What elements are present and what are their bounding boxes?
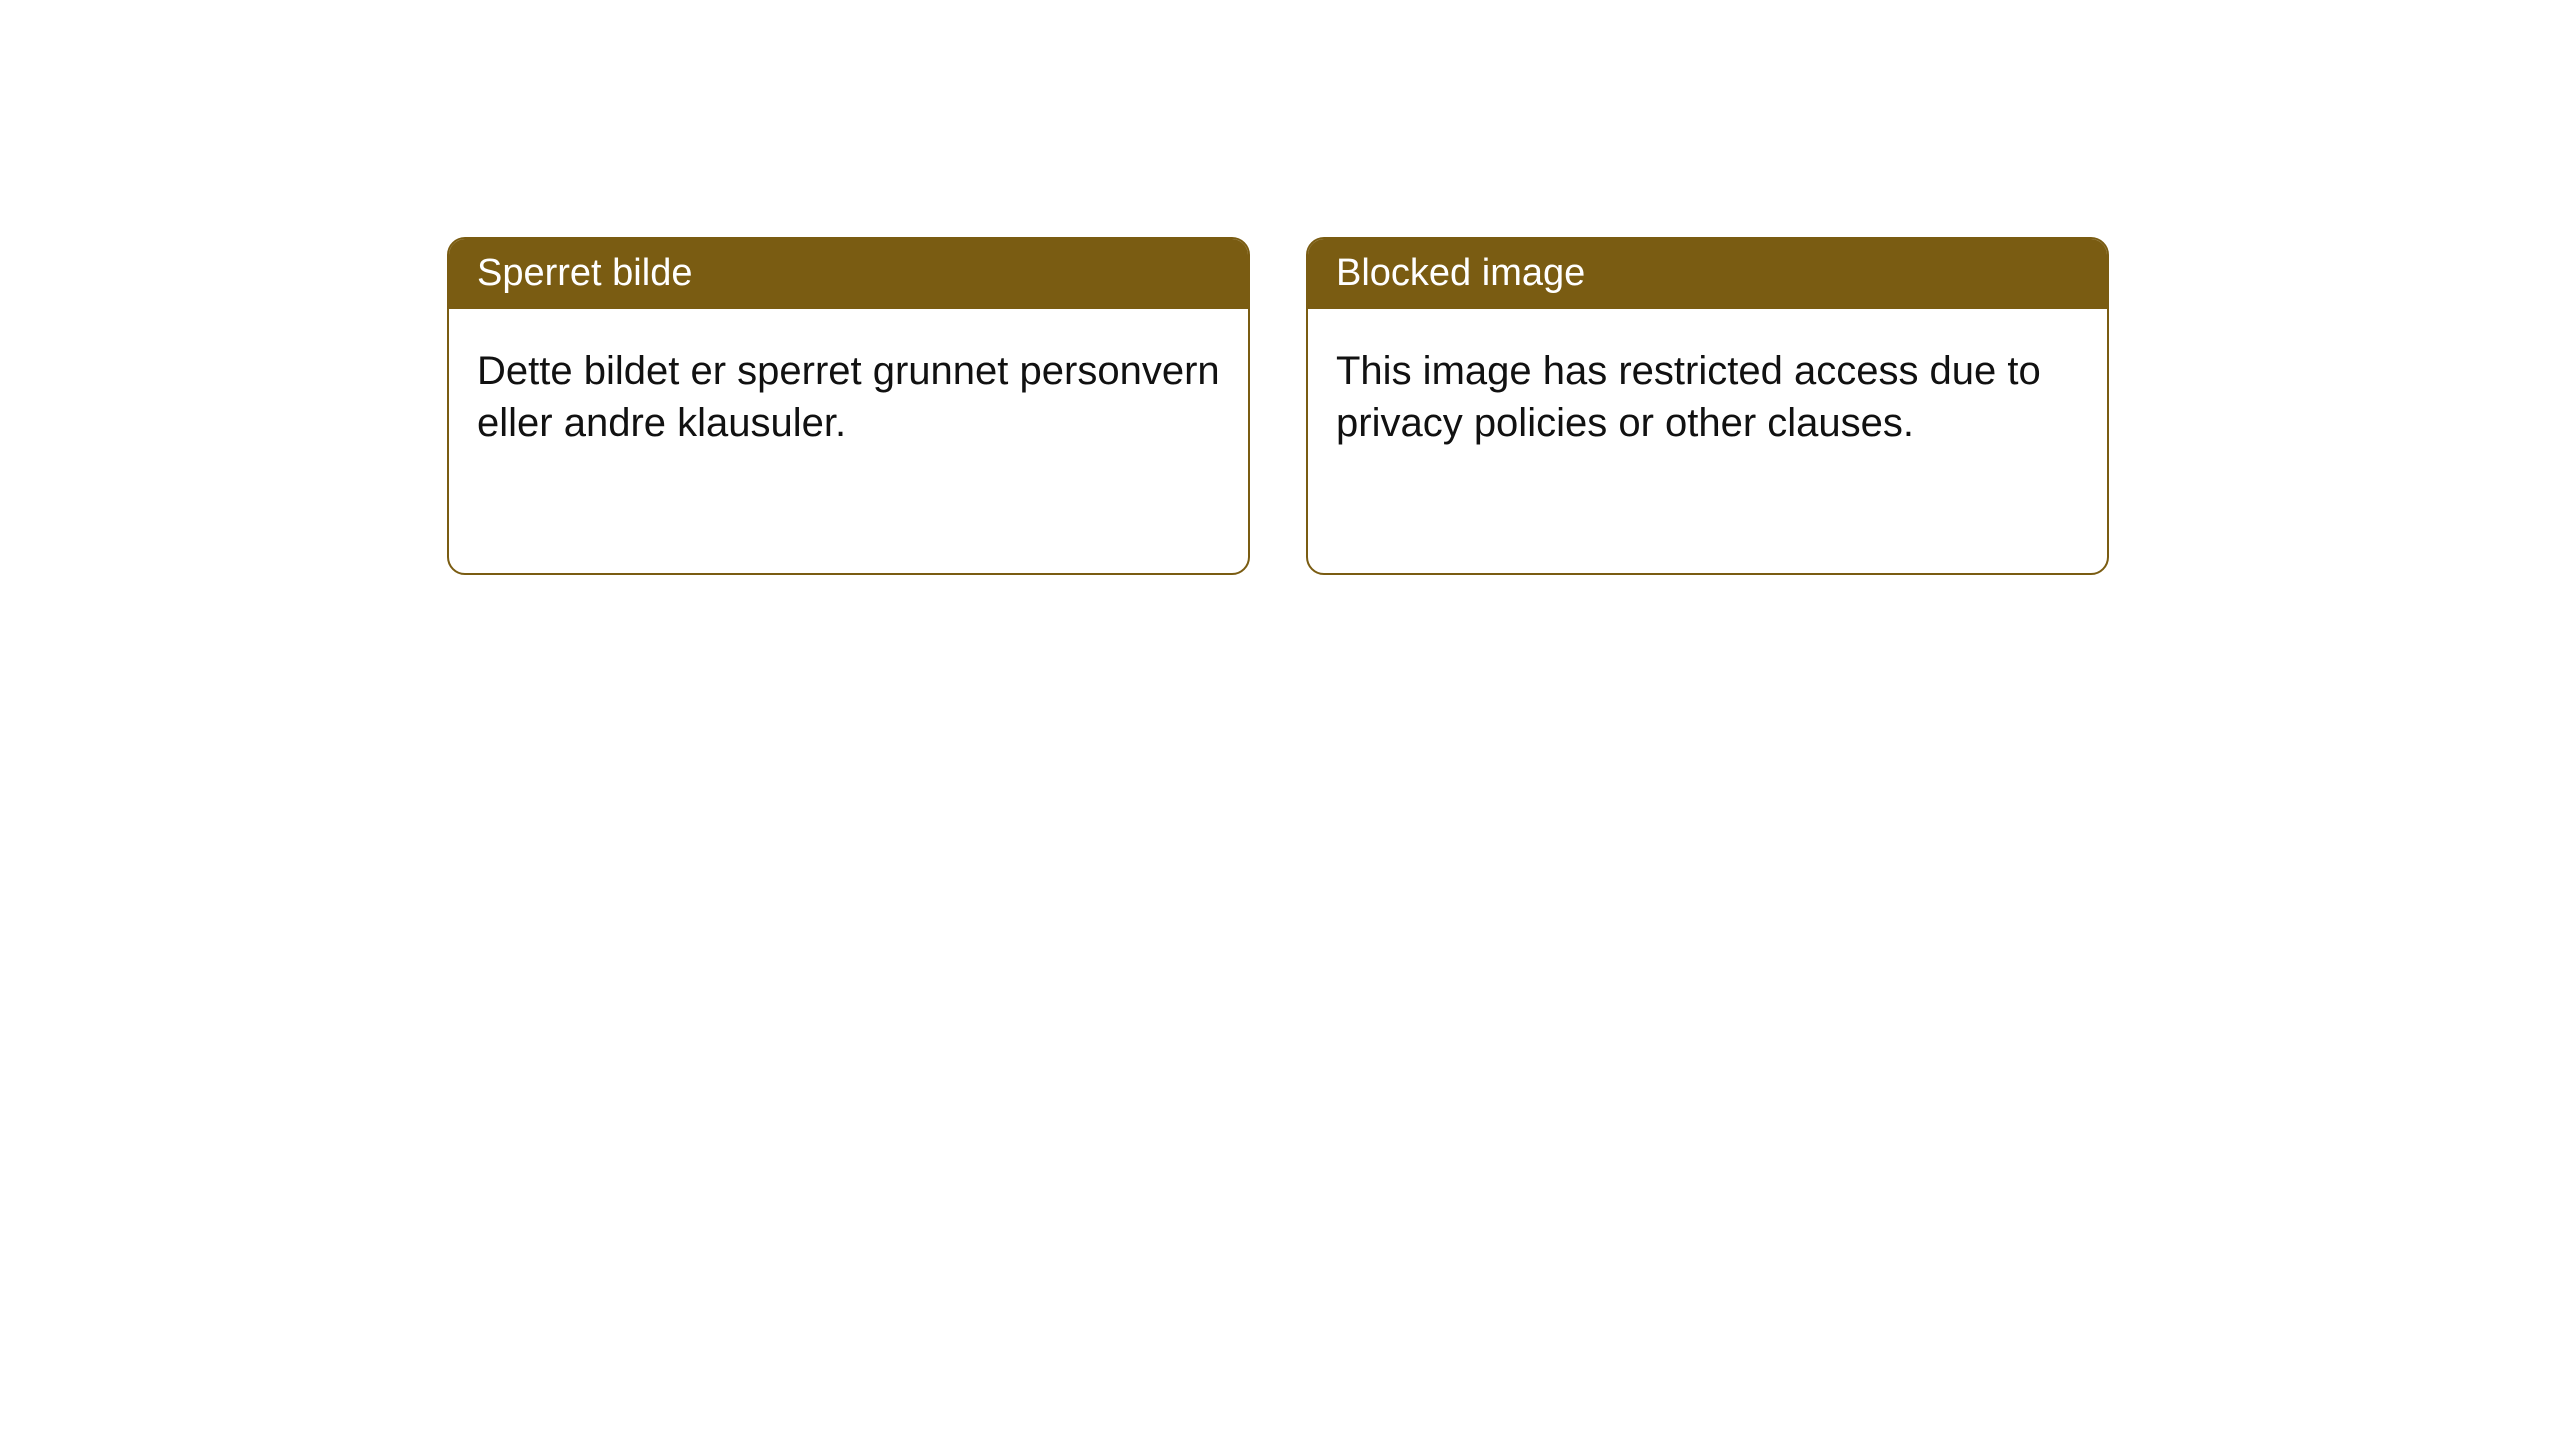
notice-text-english: This image has restricted access due to … bbox=[1336, 349, 2041, 446]
notice-box-english: Blocked image This image has restricted … bbox=[1306, 237, 2109, 575]
notice-header-norwegian: Sperret bilde bbox=[449, 239, 1248, 309]
notice-body-english: This image has restricted access due to … bbox=[1308, 309, 2107, 487]
notice-container: Sperret bilde Dette bildet er sperret gr… bbox=[447, 237, 2109, 575]
notice-box-norwegian: Sperret bilde Dette bildet er sperret gr… bbox=[447, 237, 1250, 575]
notice-title-english: Blocked image bbox=[1336, 252, 1585, 294]
notice-body-norwegian: Dette bildet er sperret grunnet personve… bbox=[449, 309, 1248, 487]
notice-text-norwegian: Dette bildet er sperret grunnet personve… bbox=[477, 349, 1220, 446]
notice-header-english: Blocked image bbox=[1308, 239, 2107, 309]
notice-title-norwegian: Sperret bilde bbox=[477, 252, 692, 294]
